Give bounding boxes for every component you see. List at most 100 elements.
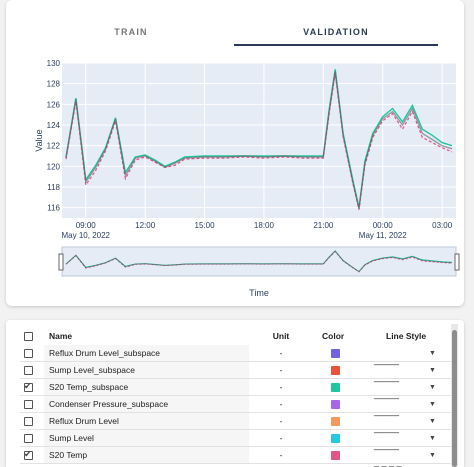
table-row[interactable]: Reflux Drum Level - _____ ▼ — [6, 413, 453, 433]
table-header-row: Name Unit Color Line Style — [6, 328, 453, 345]
range-slider[interactable] — [61, 246, 457, 277]
table-row[interactable]: ✔ S20 Temp - _ _ _ _ ▼ — [6, 447, 453, 467]
row-checkbox[interactable]: ✔ — [24, 449, 33, 460]
header-color: Color — [322, 331, 345, 341]
color-swatch[interactable] — [331, 417, 340, 426]
line-style-select[interactable]: _____ ▼ — [366, 362, 451, 382]
line-style-preview-icon: _____ — [374, 389, 400, 399]
line-style-preview-icon: _____ — [374, 440, 400, 450]
row-divider — [20, 378, 453, 379]
plot-area[interactable] — [62, 63, 456, 218]
y-tick-label: 128 — [47, 80, 61, 89]
row-checkbox[interactable] — [24, 417, 33, 426]
row-divider — [20, 446, 453, 447]
row-unit: - — [279, 365, 283, 375]
tab-train[interactable]: TRAIN — [114, 27, 148, 37]
row-color[interactable] — [311, 413, 366, 430]
row-checkbox[interactable] — [24, 349, 33, 358]
y-tick-label: 120 — [47, 162, 61, 171]
signal-table: Name Unit Color Line Style Reflux Drum L… — [6, 320, 464, 467]
row-name: Reflux Drum Level — [44, 413, 249, 430]
color-swatch[interactable] — [331, 349, 340, 358]
row-checkbox[interactable] — [24, 366, 33, 375]
row-checkbox[interactable] — [24, 434, 33, 443]
row-divider — [20, 361, 453, 362]
color-swatch[interactable] — [331, 434, 340, 443]
line-style-preview-icon: _____ — [374, 406, 400, 416]
chevron-down-icon: ▼ — [429, 401, 436, 408]
row-unit: - — [279, 416, 283, 426]
line-style-select[interactable]: _____ ▼ — [366, 345, 451, 365]
range-slider-left-handle[interactable] — [58, 253, 64, 271]
table-scrollbar-thumb[interactable] — [452, 330, 457, 467]
row-unit: - — [279, 399, 283, 409]
line-style-select[interactable]: _____ ▼ — [366, 413, 451, 433]
row-checkbox[interactable]: ✔ — [24, 381, 33, 392]
color-swatch[interactable] — [331, 451, 340, 460]
x-tick-label: 09:00 — [76, 221, 97, 230]
row-divider — [20, 463, 453, 464]
series-line — [65, 73, 453, 210]
row-name: Sump Level — [44, 430, 249, 447]
chevron-down-icon: ▼ — [429, 435, 436, 442]
chevron-down-icon: ▼ — [429, 384, 436, 391]
row-color[interactable] — [311, 379, 366, 396]
line-style-preview-icon: _____ — [374, 355, 400, 365]
line-style-select[interactable]: _____ ▼ — [366, 379, 451, 399]
grid-lines — [62, 62, 456, 218]
table-row[interactable]: Reflux Drum Level_subspace - _____ ▼ — [6, 345, 453, 365]
tab-validation[interactable]: VALIDATION — [234, 20, 438, 46]
line-style-select[interactable]: _ _ _ _ ▼ — [366, 447, 451, 467]
row-color[interactable] — [311, 362, 366, 379]
checkmark-icon: ✔ — [24, 449, 32, 459]
row-unit: - — [279, 348, 283, 358]
range-slider-preview — [65, 250, 453, 273]
line-style-select[interactable]: _____ ▼ — [366, 396, 451, 416]
chart-card: TRAIN VALIDATION 116 118 120 122 124 126 128 13… — [6, 0, 464, 306]
color-swatch[interactable] — [331, 366, 340, 375]
row-color[interactable] — [311, 430, 366, 447]
y-axis-ticks: 116 118 120 122 124 126 128 130 — [47, 59, 61, 213]
row-name: S20 Temp — [44, 447, 249, 464]
line-style-preview-icon: _____ — [374, 372, 400, 382]
row-checkbox[interactable] — [24, 400, 33, 409]
x-tick-label: 15:00 — [195, 221, 216, 230]
row-unit: - — [279, 433, 283, 443]
x-tick-label: 21:00 — [313, 221, 334, 230]
y-axis-label: Value — [34, 129, 44, 151]
row-divider — [20, 429, 453, 430]
table-row[interactable]: Sump Level_subspace - _____ ▼ — [6, 362, 453, 382]
x-tick-label: 12:00 — [135, 221, 156, 230]
chevron-down-icon: ▼ — [429, 367, 436, 374]
line-style-select[interactable]: _____ ▼ — [366, 430, 451, 450]
row-color[interactable] — [311, 345, 366, 362]
y-tick-label: 122 — [47, 142, 61, 151]
range-slider-series — [65, 250, 453, 273]
table-row[interactable]: ✔ S20 Temp_subspace - _____ ▼ — [6, 379, 453, 399]
row-divider — [20, 395, 453, 396]
table-row[interactable]: Sump Level - _____ ▼ — [6, 430, 453, 450]
x-date-label: May 10, 2022 — [62, 231, 111, 240]
x-tick-label: 03:00 — [432, 221, 453, 230]
line-chart[interactable]: 116 118 120 122 124 126 128 130 09:00 12:00 15:00… — [6, 0, 464, 306]
select-all-checkbox[interactable] — [24, 332, 33, 341]
series-lines — [65, 69, 453, 210]
chevron-down-icon: ▼ — [429, 452, 436, 459]
row-color[interactable] — [311, 447, 366, 464]
color-swatch[interactable] — [331, 383, 340, 392]
x-tick-label: 18:00 — [254, 221, 275, 230]
row-color[interactable] — [311, 396, 366, 413]
y-tick-label: 130 — [47, 59, 61, 68]
line-style-preview-icon: _ _ _ _ — [374, 457, 402, 467]
header-unit: Unit — [272, 331, 290, 341]
y-tick-label: 126 — [47, 100, 61, 109]
range-slider-right-handle[interactable] — [454, 253, 460, 271]
row-divider — [20, 412, 453, 413]
checkmark-icon: ✔ — [24, 381, 32, 391]
y-tick-label: 124 — [47, 121, 61, 130]
row-name: Condenser Pressure_subspace — [44, 396, 249, 413]
series-line — [65, 71, 453, 209]
table-row[interactable]: Condenser Pressure_subspace - _____ ▼ — [6, 396, 453, 416]
x-tick-label: 00:00 — [373, 221, 394, 230]
color-swatch[interactable] — [331, 400, 340, 409]
